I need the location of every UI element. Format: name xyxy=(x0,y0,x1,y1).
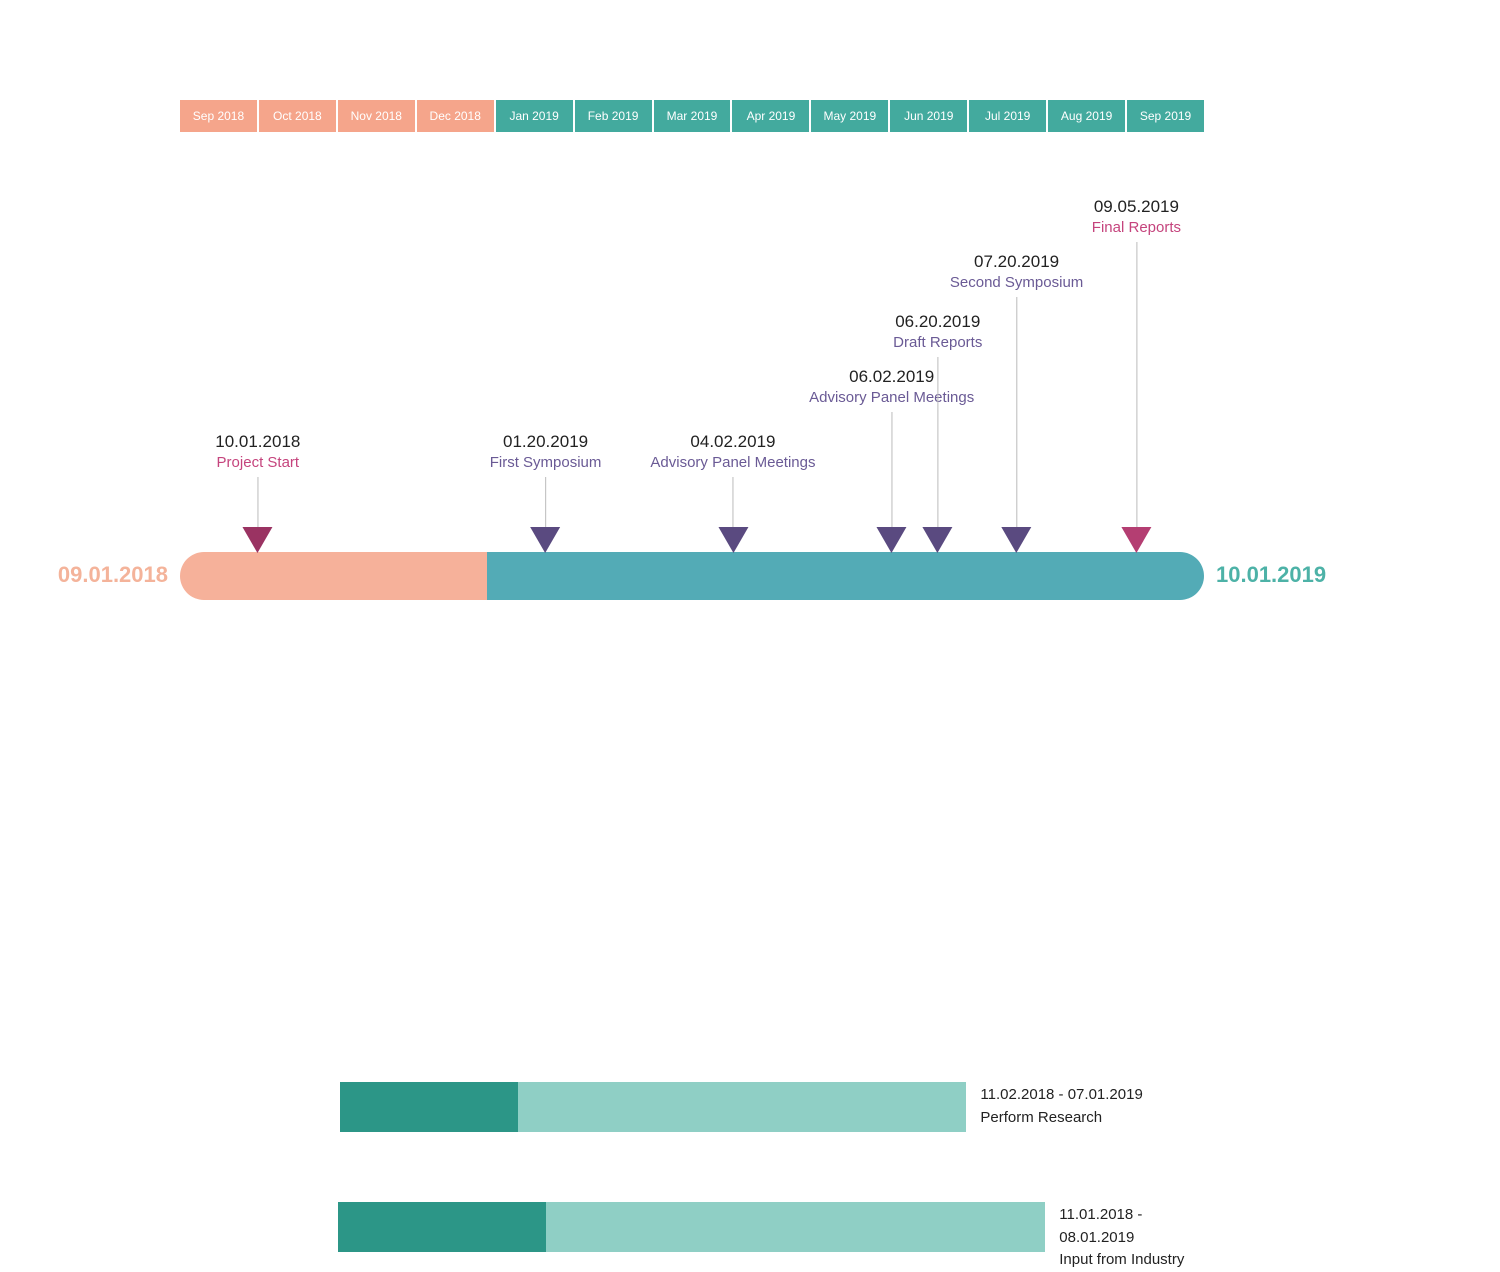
milestone-date: 04.02.2019 xyxy=(650,432,815,452)
task-date-range: 11.02.2018 - 07.01.2019 xyxy=(980,1084,1142,1107)
milestone-stem xyxy=(545,477,546,527)
month-cell: May 2019 xyxy=(811,100,888,132)
month-cell: Jan 2019 xyxy=(496,100,573,132)
timeline-bar xyxy=(180,552,1204,600)
month-cell: Sep 2019 xyxy=(1127,100,1204,132)
milestone: 04.02.2019 Advisory Panel Meetings xyxy=(650,432,815,553)
timeline-start-date: 09.01.2018 xyxy=(58,562,168,588)
milestone-arrow-icon xyxy=(718,527,748,553)
timeline-end-date: 10.01.2019 xyxy=(1216,562,1326,588)
milestone-arrow-icon xyxy=(1002,527,1032,553)
milestone-label: Advisory Panel Meetings xyxy=(650,454,815,471)
task-label: 11.01.2018 - 08.01.2019Input from Indust… xyxy=(1059,1204,1204,1272)
milestone-stem xyxy=(1136,242,1137,527)
task-bar xyxy=(340,1082,967,1132)
timeline-phase xyxy=(180,552,487,600)
milestone-arrow-icon xyxy=(1121,527,1151,553)
milestone-label: Project Start xyxy=(215,454,300,471)
task-progress-remaining xyxy=(518,1082,966,1132)
milestone-date: 01.20.2019 xyxy=(490,432,602,452)
month-cell: Sep 2018 xyxy=(180,100,257,132)
milestone-arrow-icon xyxy=(243,527,273,553)
task-progress-done xyxy=(338,1202,547,1252)
month-cell: Oct 2018 xyxy=(259,100,336,132)
milestone-label: Final Reports xyxy=(1092,219,1181,236)
month-cell: Mar 2019 xyxy=(654,100,731,132)
task-bar xyxy=(338,1202,1046,1252)
milestones-area: 09.01.2018 10.01.2019 10.01.2018Project … xyxy=(180,132,1204,552)
month-cell: Jul 2019 xyxy=(969,100,1046,132)
timeline-diagram: Sep 2018Oct 2018Nov 2018Dec 2018Jan 2019… xyxy=(180,100,1204,552)
milestone-stem xyxy=(257,477,258,527)
milestone-stem xyxy=(891,412,892,527)
task-label: 11.02.2018 - 07.01.2019Perform Research xyxy=(980,1084,1142,1129)
milestone: 09.05.2019 Final Reports xyxy=(1092,197,1181,553)
milestone-stem xyxy=(937,357,938,527)
milestone-date: 10.01.2018 xyxy=(215,432,300,452)
month-cell: Apr 2019 xyxy=(732,100,809,132)
milestone-arrow-icon xyxy=(531,527,561,553)
milestone: 07.20.2019 Second Symposium xyxy=(950,252,1083,553)
timeline-phase xyxy=(487,552,1204,600)
month-header-row: Sep 2018Oct 2018Nov 2018Dec 2018Jan 2019… xyxy=(180,100,1204,132)
milestone-label: First Symposium xyxy=(490,454,602,471)
task-date-range: 11.01.2018 - 08.01.2019 xyxy=(1059,1204,1204,1249)
milestone: 01.20.2019 First Symposium xyxy=(490,432,602,553)
month-cell: Feb 2019 xyxy=(575,100,652,132)
task-progress-remaining xyxy=(546,1202,1045,1252)
milestone: 10.01.2018 Project Start xyxy=(215,432,300,553)
milestone-date: 07.20.2019 xyxy=(950,252,1083,272)
task-name: Input from Industry xyxy=(1059,1249,1204,1272)
milestone-label: Second Symposium xyxy=(950,274,1083,291)
milestone-stem xyxy=(1016,297,1017,527)
milestone-stem xyxy=(732,477,733,527)
month-cell: Dec 2018 xyxy=(417,100,494,132)
milestone-date: 09.05.2019 xyxy=(1092,197,1181,217)
month-cell: Aug 2019 xyxy=(1048,100,1125,132)
task-progress-done xyxy=(340,1082,519,1132)
month-cell: Jun 2019 xyxy=(890,100,967,132)
task-name: Perform Research xyxy=(980,1107,1142,1130)
month-cell: Nov 2018 xyxy=(338,100,415,132)
milestone-arrow-icon xyxy=(923,527,953,553)
